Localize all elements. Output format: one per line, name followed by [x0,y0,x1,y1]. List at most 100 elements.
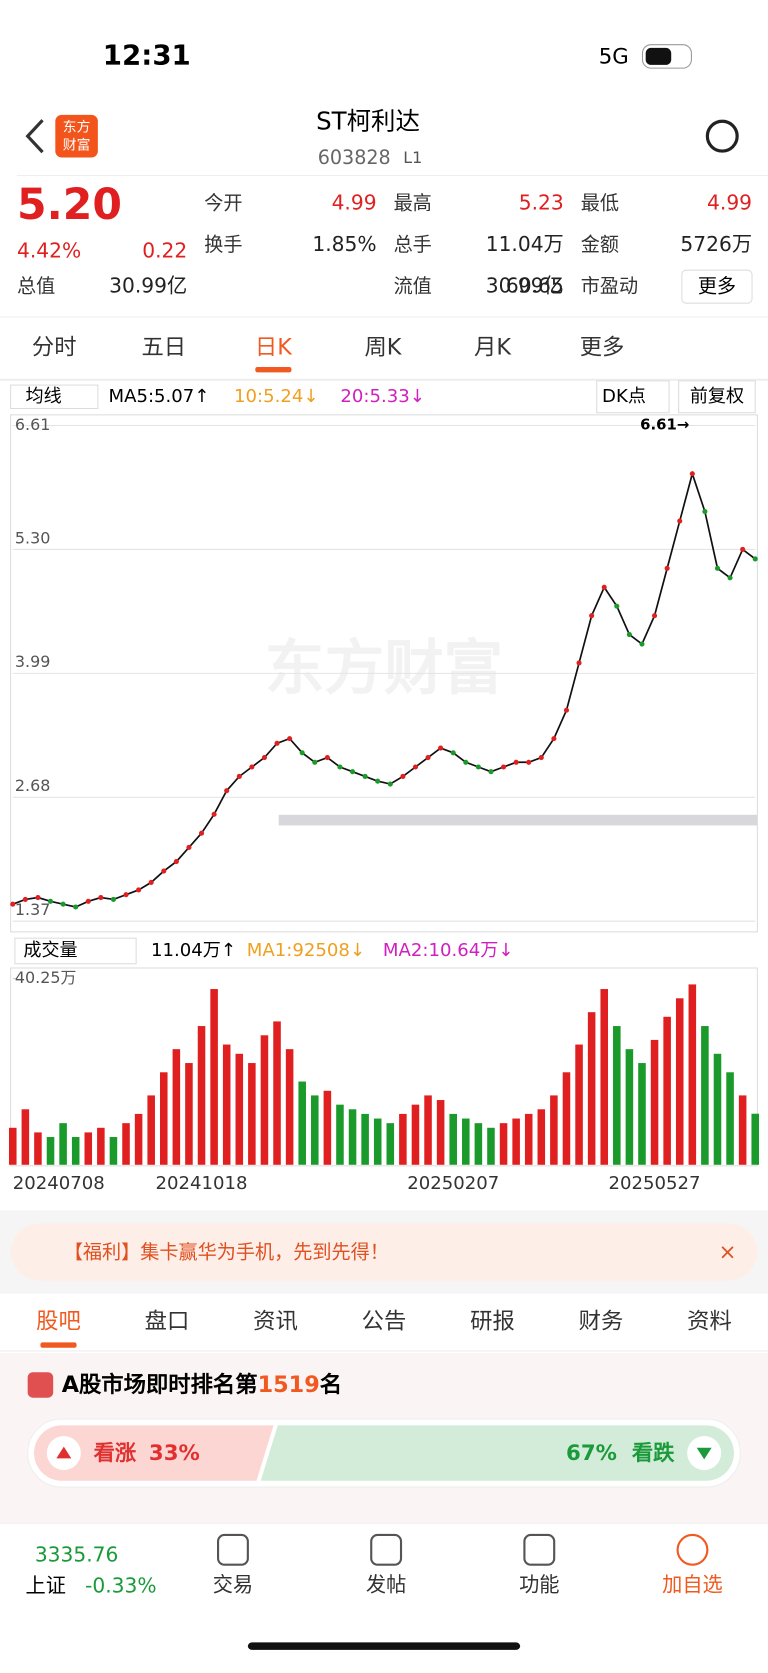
sub-tab[interactable]: 股吧 [36,1309,81,1335]
volume-bar [524,1113,533,1165]
back[interactable] [25,119,44,154]
more[interactable]: 更多 [698,275,736,298]
volume-bar [424,1095,432,1165]
tab[interactable]: 分时 [32,334,77,360]
banner[interactable] [10,1223,758,1281]
field-value: 11.04万 [486,232,564,256]
volume-bar [499,1123,508,1165]
price-point [261,754,268,761]
logo-text: 财富 [63,137,91,154]
price-point [337,764,343,770]
volume-bar [600,989,608,1165]
tab[interactable]: 日K [255,334,293,360]
volume-bar [348,1109,357,1165]
price-point [249,764,255,770]
nav-item[interactable]: 加自选 [662,1573,723,1597]
volume-bar [512,1118,520,1165]
change: 0.22 [142,239,187,263]
sub-tab[interactable]: 研报 [470,1309,515,1335]
nav-item[interactable]: 发帖 [366,1573,406,1597]
watermark: 东方财富 [265,634,503,703]
adjust[interactable]: 前复权 [690,386,744,407]
field-value: 4.99 [707,191,752,215]
tab[interactable]: 更多 [580,334,625,360]
y2-tick-label: 40.25万 [15,968,77,987]
sub-tab[interactable]: 财务 [579,1309,624,1335]
bear-bar [260,1425,734,1481]
volume-bar [399,1113,407,1165]
sub-tab[interactable]: 资料 [687,1309,732,1335]
tab[interactable]: 月K [474,334,512,360]
volume-bar [411,1104,420,1165]
nav-item[interactable]: 交易 [213,1573,253,1597]
price-point [538,754,544,761]
bull-bar [34,1425,274,1481]
price-point [614,603,620,609]
ma10: 10:5.24↓ [234,386,318,407]
field-label: 今开 [204,192,242,215]
home-indicator [247,1642,521,1650]
volume-bar [625,1049,634,1165]
volume-bar [248,1063,256,1165]
more-button[interactable] [681,269,753,304]
ma5: MA5:5.07↑ [108,386,209,407]
tab[interactable]: 五日 [141,334,186,360]
price-point [463,759,469,765]
search[interactable] [705,119,739,153]
volume-bar [361,1113,369,1165]
volume-bar [109,1137,118,1165]
price-point [324,754,330,761]
rank-suffix: 名 [320,1370,342,1397]
price-point [186,844,192,850]
volume-bar [97,1127,105,1165]
price-point [198,830,205,836]
max-label: 6.61→ [640,416,689,434]
vol-ma1: MA1:92508↓ [247,940,365,961]
ranking[interactable]: A股市场即时排名第1519名 [62,1370,342,1397]
banner-text[interactable]: 【福利】集卡赢华为手机，先到先得！ [64,1241,389,1264]
vol-ma2: MA2:10.64万↓ [383,940,514,961]
volume-bar [373,1118,382,1165]
price-point [400,773,406,780]
nav-item[interactable]: 功能 [519,1573,559,1597]
price-point [136,887,142,893]
volume-bar [738,1095,747,1165]
nav-icon[interactable] [216,1533,249,1566]
price-point [488,769,494,775]
dk[interactable]: DK点 [602,386,646,407]
volume-bar [675,998,684,1165]
ma-select[interactable]: 均线 [26,386,62,407]
price-point [60,901,66,907]
price-point [639,641,645,647]
logo [55,114,98,158]
price-point [312,759,318,765]
vol-select[interactable]: 成交量 [23,940,77,961]
nav-icon[interactable] [523,1533,556,1566]
tab[interactable]: 周K [364,334,402,360]
sub-tab[interactable]: 资讯 [253,1309,298,1335]
sub-tab[interactable]: 公告 [362,1309,407,1335]
nav-icon[interactable] [676,1533,709,1566]
close[interactable]: × [719,1240,737,1265]
volume-bar [260,1035,269,1165]
nav-icon[interactable] [370,1533,403,1566]
price-point [412,764,419,770]
y-tick-label: 2.68 [15,776,51,795]
sub-tab[interactable]: 盘口 [145,1309,190,1335]
volume-bar [713,1053,722,1165]
volume-bar [273,1021,281,1165]
price-point [375,778,381,784]
field-label: 总手 [394,233,432,256]
price-point [362,773,368,780]
volume-bar [46,1137,55,1165]
price-point [727,575,733,581]
price-point [85,898,91,904]
price-point [211,811,217,817]
price-point [161,868,167,874]
ma20: 20:5.33↓ [340,386,425,407]
volume-bar [751,1113,760,1165]
volume-bar [487,1127,495,1165]
chip-band [278,814,758,826]
index-value: 3335.76 [35,1543,119,1567]
